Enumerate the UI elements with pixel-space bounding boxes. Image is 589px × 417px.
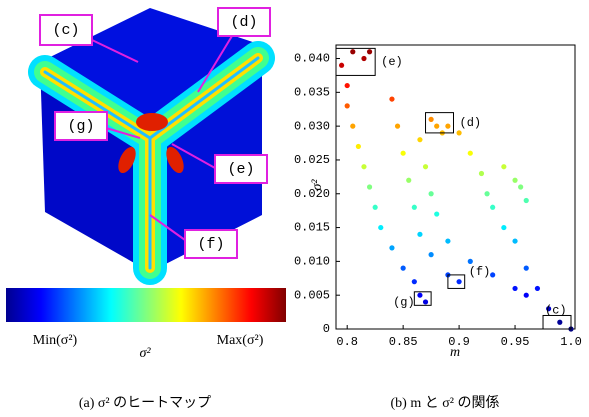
point — [484, 191, 489, 196]
y-tick-label: 0.005 — [294, 288, 330, 302]
colorbar-label: σ² — [139, 346, 151, 361]
annotation-label: (e) — [381, 55, 403, 69]
annotation-box — [426, 113, 454, 133]
point — [373, 205, 378, 210]
colorbar-min: Min(σ²) — [33, 333, 78, 348]
y-tick-label: 0.015 — [294, 221, 330, 235]
point — [501, 225, 506, 230]
y-tick-label: 0.025 — [294, 153, 330, 167]
annotation-box — [414, 292, 431, 306]
point — [345, 103, 350, 108]
point — [417, 293, 422, 298]
annotation-label: (c) — [545, 303, 567, 317]
point — [445, 238, 450, 243]
point — [412, 279, 417, 284]
point — [361, 164, 366, 169]
annotation-label: (d) — [460, 116, 482, 130]
point — [524, 293, 529, 298]
point — [417, 232, 422, 237]
point — [512, 178, 517, 183]
y-axis-label: σ² — [310, 179, 325, 191]
point — [434, 124, 439, 129]
annotation-label: (f) — [469, 265, 491, 279]
heatmap-label: (c) — [52, 22, 79, 39]
annotation-box — [448, 275, 465, 289]
point — [512, 286, 517, 291]
point — [389, 245, 394, 250]
point — [468, 259, 473, 264]
annotation-label: (g) — [393, 296, 415, 310]
point — [401, 151, 406, 156]
point — [429, 191, 434, 196]
point — [557, 320, 562, 325]
scatter-chart: 00.0050.0100.0150.0200.0250.0300.0350.04… — [294, 45, 582, 349]
point — [512, 238, 517, 243]
point — [434, 211, 439, 216]
y-tick-label: 0.030 — [294, 119, 330, 133]
point — [535, 286, 540, 291]
point — [339, 63, 344, 68]
point — [456, 279, 461, 284]
point — [367, 49, 372, 54]
y-tick-label: 0.040 — [294, 52, 330, 66]
caption: (a) σ² のヒートマップ — [79, 395, 211, 411]
point — [345, 83, 350, 88]
point — [490, 272, 495, 277]
x-tick-label: 1.0 — [560, 335, 582, 349]
heatmap-label: (g) — [67, 118, 94, 135]
colorbar — [6, 288, 286, 322]
point — [456, 130, 461, 135]
point — [389, 96, 394, 101]
point — [429, 117, 434, 122]
point — [401, 266, 406, 271]
heatmap-label: (f) — [197, 236, 224, 253]
x-axis-label: m — [450, 345, 460, 360]
x-tick-label: 0.8 — [336, 335, 358, 349]
point — [356, 144, 361, 149]
point — [423, 164, 428, 169]
x-tick-label: 0.85 — [389, 335, 418, 349]
y-tick-label: 0 — [323, 322, 330, 336]
point — [445, 124, 450, 129]
point — [524, 266, 529, 271]
point — [518, 184, 523, 189]
point — [395, 124, 400, 129]
point — [490, 205, 495, 210]
figure: (c) (d) (g) (e) (f) Min(σ²) Max(σ²) σ² (… — [0, 0, 589, 417]
point — [501, 164, 506, 169]
point — [350, 124, 355, 129]
y-tick-label: 0.010 — [294, 255, 330, 269]
point — [367, 184, 372, 189]
point — [479, 171, 484, 176]
point — [468, 151, 473, 156]
point — [417, 137, 422, 142]
heatmap-label: (e) — [227, 161, 254, 178]
y-tick-label: 0.035 — [294, 86, 330, 100]
colorbar-max: Max(σ²) — [217, 333, 264, 348]
point — [361, 56, 366, 61]
point — [412, 205, 417, 210]
point — [378, 225, 383, 230]
caption: (b) m と σ² の関係 — [391, 395, 500, 411]
point — [350, 49, 355, 54]
point — [524, 198, 529, 203]
point — [406, 178, 411, 183]
point — [423, 299, 428, 304]
point — [429, 252, 434, 257]
x-tick-label: 0.95 — [501, 335, 530, 349]
heatmap-label: (d) — [230, 14, 257, 31]
annotation-box — [543, 315, 571, 329]
